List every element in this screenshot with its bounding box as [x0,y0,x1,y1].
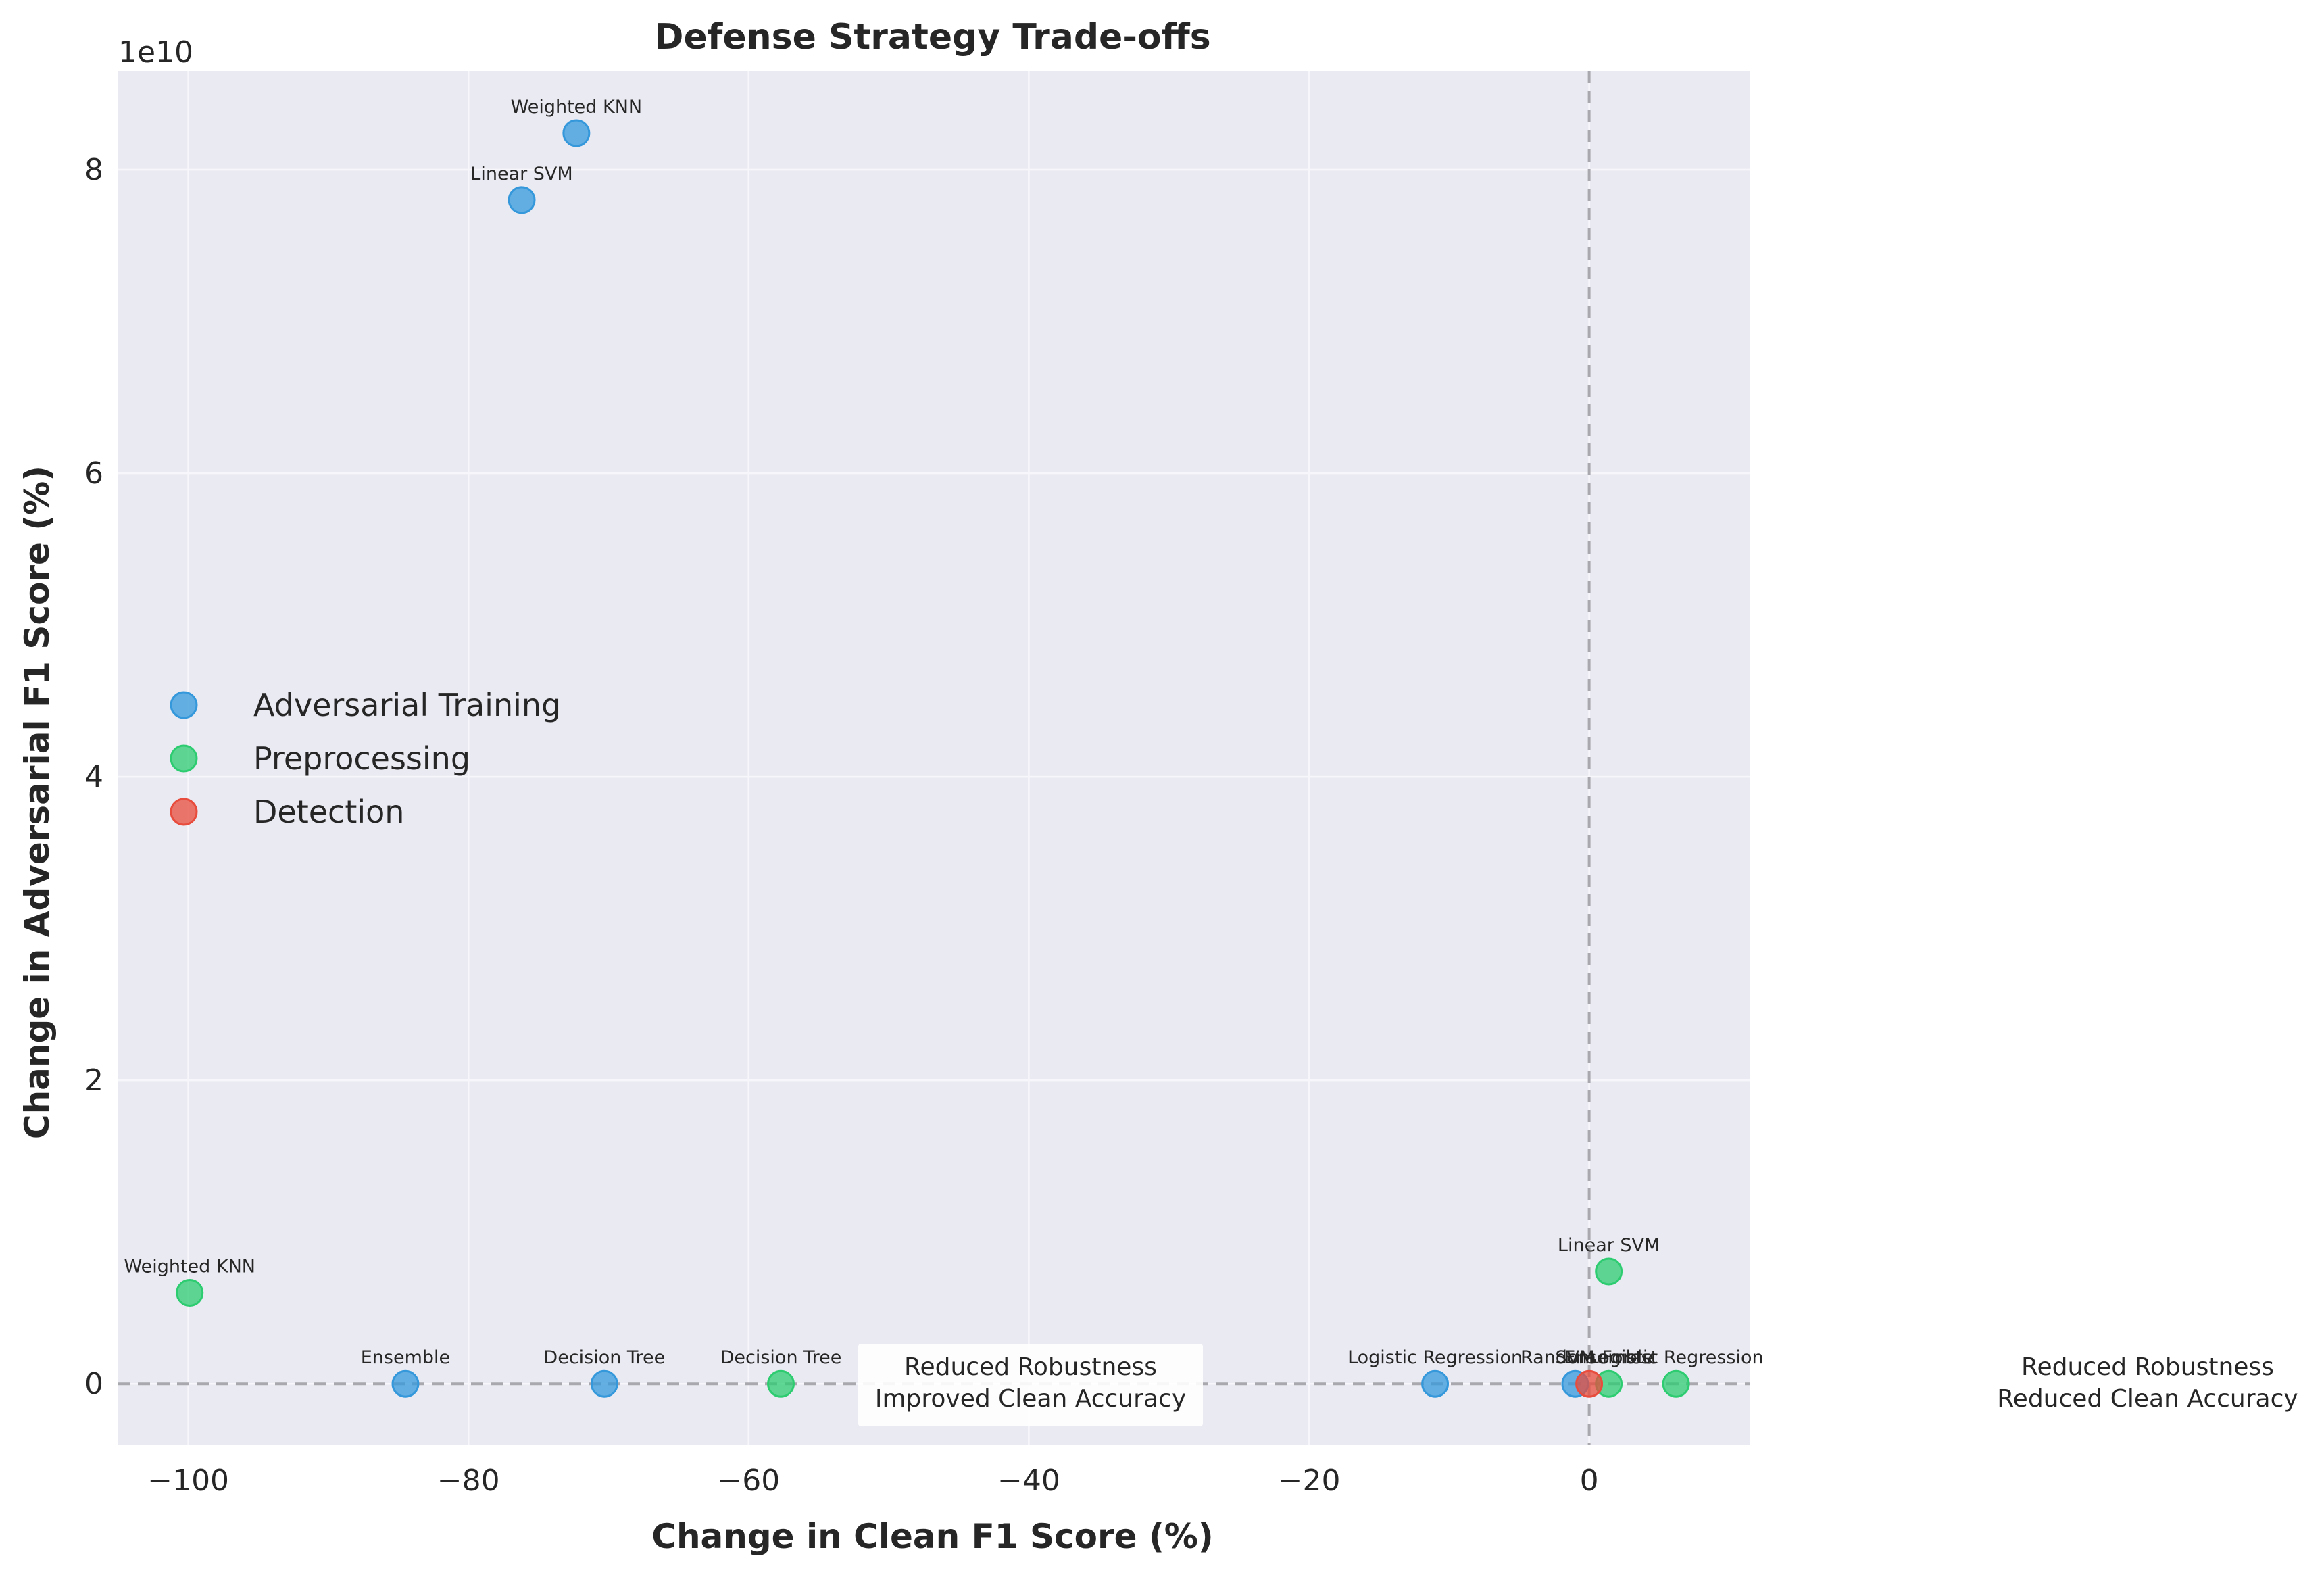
point-label: Linear SVM [470,164,572,185]
data-point [391,1369,420,1398]
quadrant-annotations: Reduced Robustness Improved Clean Accurac… [858,1344,2298,1426]
data-point [767,1369,795,1398]
legend-marker [170,691,198,719]
legend-marker [170,798,198,826]
y-tick-label: 0 [84,1367,103,1401]
data-point [1662,1369,1690,1398]
point-label: Ensemble [361,1347,450,1368]
chart-title: Defense Strategy Trade-offs [654,17,1210,57]
y-axis-label: Change in Adversarial F1 Score (%) [18,466,57,1139]
data-point [590,1369,618,1398]
legend-label: Detection [253,794,404,830]
legend-label: Preprocessing [253,740,470,777]
point-label: Decision Tree [543,1347,665,1368]
x-tick-label: −20 [1278,1463,1341,1498]
quadrant-annotation: Reduced Robustness Reduced Clean Accuracy [1997,1353,2298,1413]
annotation-line: Reduced Robustness [904,1353,1157,1381]
point-label: Random Forest [1521,1347,1658,1368]
data-point [562,119,591,147]
x-tick-label: −60 [717,1463,780,1498]
point-label: Logistic Regression [1348,1347,1523,1368]
x-tick-label: 0 [1580,1463,1599,1498]
annotation-box [858,1344,1203,1426]
point-label: Decision Tree [720,1347,842,1368]
data-point [1575,1369,1604,1398]
x-axis-label: Change in Clean F1 Score (%) [651,1517,1214,1556]
y-axis-multiplier: 1e10 [118,35,193,70]
x-tick-label: −40 [997,1463,1060,1498]
data-point [1421,1369,1450,1398]
quadrant-annotation: Reduced Robustness Improved Clean Accurac… [858,1344,1203,1426]
point-label: Weighted KNN [124,1256,255,1277]
point-label: Weighted KNN [511,97,643,118]
data-point [176,1278,204,1307]
legend: Adversarial Training Preprocessing Detecti… [170,687,561,830]
reference-lines [118,71,1750,1445]
point-label: SVM [1555,1347,1595,1368]
data-points [176,119,1690,1398]
data-point [1595,1257,1623,1286]
y-tick-label: 2 [84,1063,103,1098]
annotation-line: Reduced Robustness [2021,1353,2274,1381]
x-axis-ticks: −100 −80 −60 −40 −20 0 [147,1463,1598,1498]
x-tick-label: −100 [147,1463,229,1498]
annotation-line: Improved Clean Accuracy [875,1385,1186,1413]
point-label: Linear SVM [1558,1235,1660,1256]
y-tick-label: 8 [84,153,103,187]
y-axis-ticks: 0 2 4 6 8 [84,153,103,1401]
data-point [508,186,536,214]
legend-marker [170,744,198,773]
y-tick-label: 4 [84,760,103,794]
annotation-line: Reduced Clean Accuracy [1997,1385,2298,1413]
plot-area [118,71,1750,1445]
point-label: Ensemble [1564,1347,1653,1368]
point-label: Logistic Regression [1589,1347,1764,1368]
x-tick-label: −80 [437,1463,500,1498]
legend-label: Adversarial Training [253,687,561,723]
point-labels: Weighted KNN Linear SVM Ensemble Decision T… [124,97,1763,1368]
y-tick-label: 6 [84,456,103,491]
